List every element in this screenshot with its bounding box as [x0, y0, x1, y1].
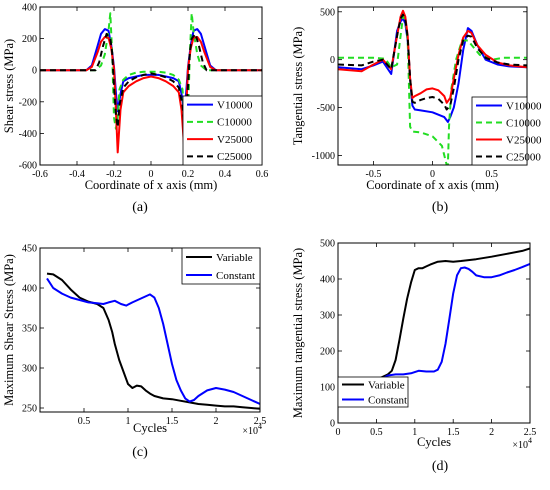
y-tick-label: -600	[19, 161, 37, 172]
y-tick-label: 500	[320, 7, 335, 18]
series-line-c25000	[40, 32, 262, 129]
y-tick-label: 400	[320, 275, 335, 286]
legend-box	[471, 96, 528, 166]
legend-label: Constant	[368, 394, 407, 406]
y-axis-label: Shear stress (MPa)	[2, 39, 16, 133]
legend: Variable Constant	[181, 247, 261, 285]
series-group	[341, 247, 530, 399]
y-tick-label: 300	[320, 311, 335, 322]
panel-caption: (d)	[432, 459, 449, 474]
y-tick-label: 200	[22, 34, 37, 45]
x-tick-label: -0.5	[366, 169, 382, 180]
chart-panel-a: -0.6 -0.4 -0.2 0 0.2 0.4 0.6 -600 -400 -200 0 200 40…	[2, 3, 268, 216]
x-tick-label: 1.5	[447, 427, 460, 438]
y-tick-label: 400	[22, 284, 37, 295]
legend-label: V25000	[506, 134, 542, 146]
y-tick-label: 200	[320, 347, 335, 358]
y-tick-label: -1000	[312, 151, 335, 162]
x-tick-label: 0	[430, 169, 435, 180]
y-tick-label: 300	[22, 364, 37, 375]
x-tick-label: 0.5	[370, 427, 383, 438]
legend-label: V25000	[217, 134, 253, 146]
y-tick-label: 350	[22, 324, 37, 335]
x-tick-label: 0	[336, 427, 341, 438]
x-axis-label: Coordinate of x axis (mm)	[366, 178, 499, 192]
legend-label: C10000	[217, 117, 252, 129]
chart-panel-b: -0.5 0 0.5 -1000 -500 0 500 Coordinate of x axi…	[291, 6, 542, 215]
x-axis-multiplier: ×104	[242, 422, 262, 437]
legend-box	[182, 95, 263, 166]
chart-panel-c: 0.5 1 1.5 2 2.5 250 300 350 400 450 Cycles Maximum …	[2, 244, 266, 461]
y-tick-label: 400	[22, 3, 37, 14]
x-tick-label: -0.4	[69, 169, 85, 180]
series-line-v10000	[40, 28, 262, 113]
series-group	[40, 12, 262, 154]
x-tick-label: 2.5	[254, 416, 267, 427]
legend: V10000 C10000 V25000 C25000	[182, 95, 263, 166]
series-line-variable	[46, 272, 260, 410]
x-tick-label: 0.5	[78, 416, 91, 427]
y-tick-label: 0	[330, 55, 335, 66]
x-tick-label: 0.4	[219, 169, 232, 180]
x-tick-label: 1	[412, 427, 417, 438]
legend-box	[181, 247, 261, 285]
x-tick-label: 2	[214, 416, 219, 427]
legend-label: V10000	[506, 100, 542, 112]
y-tick-label: -500	[317, 103, 335, 114]
series-line-v25000	[338, 9, 527, 104]
x-tick-label: 2	[489, 427, 494, 438]
panel-caption: (b)	[432, 200, 449, 215]
x-tick-label: -0.2	[106, 169, 122, 180]
x-tick-label: 2.5	[524, 427, 537, 438]
legend-label: V10000	[217, 99, 253, 111]
legend-label: Variable	[368, 379, 405, 391]
chart-panel-d: 0 0.5 1 1.5 2 2.5 0 100 200 300 400 500 Cycles Maximu…	[291, 239, 536, 475]
x-tick-label: 0.5	[485, 169, 498, 180]
panel-caption: (a)	[132, 200, 148, 215]
legend-label: Variable	[216, 252, 253, 264]
series-group	[338, 9, 527, 165]
y-tick-label: -200	[19, 97, 37, 108]
series-line-c10000	[40, 12, 262, 130]
y-tick-label: 500	[320, 239, 335, 250]
series-line-c25000	[338, 13, 527, 111]
series-line-constant	[46, 277, 260, 405]
legend-box	[337, 376, 409, 408]
y-axis-label: Maximum tangential stress (MPa)	[291, 248, 305, 418]
panel-caption: (c)	[132, 445, 148, 460]
x-tick-label: 0.6	[256, 169, 269, 180]
y-tick-label: 450	[22, 244, 37, 255]
x-tick-label: 1	[126, 416, 131, 427]
x-axis-label: Cycles	[417, 435, 451, 449]
series-line-c10000	[338, 15, 527, 165]
series-group	[46, 272, 260, 410]
plot-frame	[39, 247, 261, 413]
y-tick-label: 0	[32, 66, 37, 77]
x-tick-label: -0.6	[32, 169, 48, 180]
series-line-variable	[341, 247, 530, 399]
y-tick-label: 250	[22, 404, 37, 415]
legend-label: C10000	[506, 117, 541, 129]
y-tick-label: 100	[320, 383, 335, 394]
legend: V10000 C10000 V25000 C25000	[471, 96, 542, 166]
x-tick-label: 0	[149, 169, 154, 180]
y-axis-label: Tangential stress (MPa)	[291, 27, 305, 146]
x-axis-label: Coordinate of x axis (mm)	[85, 178, 218, 192]
legend: Variable Constant	[337, 376, 409, 408]
x-axis-multiplier: ×104	[512, 436, 532, 451]
y-tick-label: 0	[330, 419, 335, 430]
legend-label: C25000	[217, 151, 252, 163]
legend-label: C25000	[506, 151, 541, 163]
y-tick-label: -400	[19, 129, 37, 140]
plot-frame	[337, 242, 531, 424]
legend-label: Constant	[216, 270, 255, 282]
y-axis-label: Maximum Shear Stress (MPa)	[2, 254, 16, 406]
x-tick-label: 0.2	[182, 169, 195, 180]
x-tick-label: 1.5	[166, 416, 179, 427]
x-axis-label: Cycles	[133, 421, 167, 435]
